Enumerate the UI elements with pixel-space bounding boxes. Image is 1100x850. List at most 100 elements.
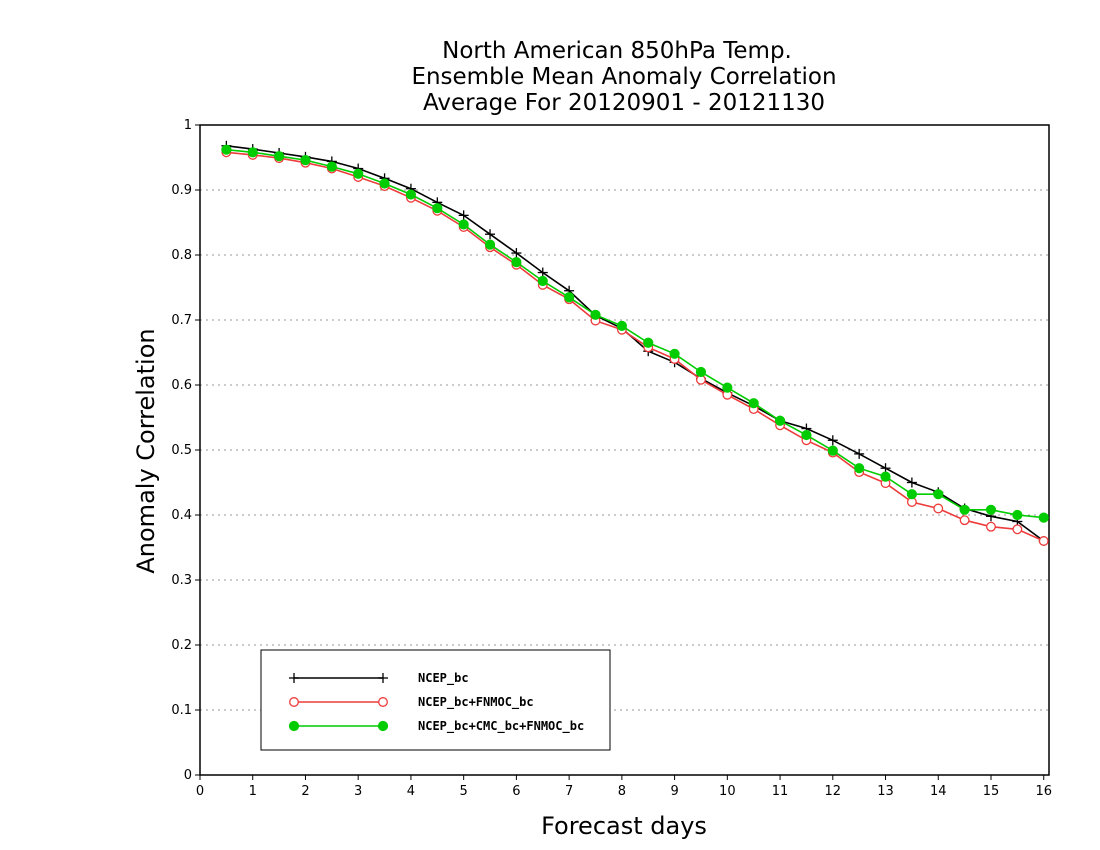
series-line <box>226 145 1045 542</box>
x-tick-label: 5 <box>460 784 468 799</box>
y-tick-label: 0.3 <box>171 573 192 588</box>
plot-area <box>221 140 1049 546</box>
y-tick-label: 0.2 <box>171 638 192 653</box>
x-tick-label: 3 <box>354 784 362 799</box>
y-tick-label: 0 <box>184 768 192 783</box>
legend-marker <box>288 720 300 732</box>
data-point <box>1038 512 1049 523</box>
legend-label: NCEP_bc <box>418 671 469 686</box>
data-point <box>537 275 548 287</box>
data-point <box>906 477 917 488</box>
legend-entry: NCEP_bc+FNMOC_bc <box>289 695 534 710</box>
legend-box <box>260 649 611 751</box>
series-line <box>226 148 1044 519</box>
data-point <box>906 489 917 500</box>
data-point <box>959 515 970 526</box>
data-point <box>405 189 417 200</box>
data-point <box>827 445 838 456</box>
legend-marker <box>378 673 388 683</box>
chart-title-line-3: Average For 20120901 - 20121130 <box>423 90 825 116</box>
data-point <box>379 178 390 189</box>
data-point <box>221 144 232 155</box>
data-point <box>986 521 996 532</box>
data-point <box>1012 509 1023 521</box>
data-point <box>537 267 548 278</box>
data-point <box>933 489 944 500</box>
legend-label: NCEP_bc+CMC_bc+FNMOC_bc <box>418 719 584 734</box>
legend-entry: NCEP_bc+CMC_bc+FNMOC_bc <box>288 719 584 734</box>
x-tick-label: 14 <box>930 784 947 799</box>
data-point <box>485 229 496 240</box>
x-tick-label: 0 <box>196 784 204 799</box>
x-tick-label: 1 <box>249 784 257 799</box>
x-tick-label: 13 <box>877 784 894 799</box>
legend-marker <box>289 697 299 707</box>
data-point <box>774 415 786 426</box>
plot-frame <box>199 124 1050 776</box>
data-point <box>880 463 891 474</box>
chart-title-line-1: North American 850hPa Temp. <box>442 38 792 64</box>
data-point <box>616 320 627 331</box>
data-point <box>300 155 311 166</box>
data-point <box>854 448 865 459</box>
x-tick-label: 4 <box>407 784 415 799</box>
data-point <box>511 257 522 268</box>
data-point <box>1038 536 1049 546</box>
x-tick-label: 10 <box>719 784 736 799</box>
series-3 <box>221 144 1049 523</box>
x-tick-label: 6 <box>512 784 520 799</box>
data-point <box>432 203 443 214</box>
x-tick-label: 9 <box>670 784 678 799</box>
y-tick-label: 0.8 <box>171 248 192 263</box>
y-tick-label: 0.5 <box>171 443 192 458</box>
data-point <box>353 168 364 179</box>
data-point <box>827 435 838 446</box>
data-point <box>458 219 469 230</box>
data-point <box>933 503 944 514</box>
data-point <box>695 366 707 378</box>
data-point <box>484 239 496 250</box>
x-tick-label: 12 <box>825 784 842 799</box>
legend-marker <box>378 697 388 707</box>
data-point <box>326 161 337 172</box>
x-tick-label: 8 <box>618 784 626 799</box>
data-point <box>801 429 812 441</box>
data-point <box>458 210 469 221</box>
y-tick-label: 0.9 <box>171 183 192 198</box>
y-axis-label: Anomaly Correlation <box>132 328 160 573</box>
data-point <box>669 348 680 359</box>
x-tick-label: 15 <box>983 784 1000 799</box>
y-tick-label: 0.1 <box>171 703 192 718</box>
legend-entry: NCEP_bc <box>289 671 469 686</box>
data-point <box>1012 524 1023 535</box>
y-tick-label: 0.6 <box>171 378 192 393</box>
legend-label: NCEP_bc+FNMOC_bc <box>418 695 534 710</box>
legend-marker <box>289 673 299 683</box>
legend-marker <box>377 720 389 732</box>
x-tick-label: 7 <box>565 784 573 799</box>
data-point <box>273 151 285 162</box>
y-tick-label: 1 <box>184 118 192 133</box>
data-point <box>959 504 970 515</box>
x-tick-label: 2 <box>301 784 309 799</box>
data-point <box>590 309 601 320</box>
series-line <box>226 151 1045 542</box>
axes: 00.10.20.30.40.50.60.70.80.910 1 2 3 4 5 6 7 8 9 1… <box>171 118 1052 799</box>
data-point <box>985 504 997 515</box>
legend: NCEP_bc NCEP_bc+FNMOC_bc NCEP_bc+CMC_bc+FN… <box>260 649 611 751</box>
x-tick-label: 16 <box>1035 784 1052 799</box>
y-tick-label: 0.4 <box>171 508 192 523</box>
chart-title-line-2: Ensemble Mean Anomaly Correlation <box>411 64 836 90</box>
series-1 <box>221 140 1049 546</box>
data-point <box>643 337 654 348</box>
data-point <box>748 398 759 409</box>
gridlines <box>200 189 1049 711</box>
data-point <box>247 147 258 158</box>
data-point <box>854 463 865 474</box>
data-point <box>880 471 891 482</box>
data-point <box>511 248 522 259</box>
x-tick-label: 11 <box>772 784 789 799</box>
chart-title: North American 850hPa Temp. Ensemble Mea… <box>411 38 836 116</box>
x-axis-label: Forecast days <box>541 812 707 840</box>
series-2 <box>221 147 1049 546</box>
